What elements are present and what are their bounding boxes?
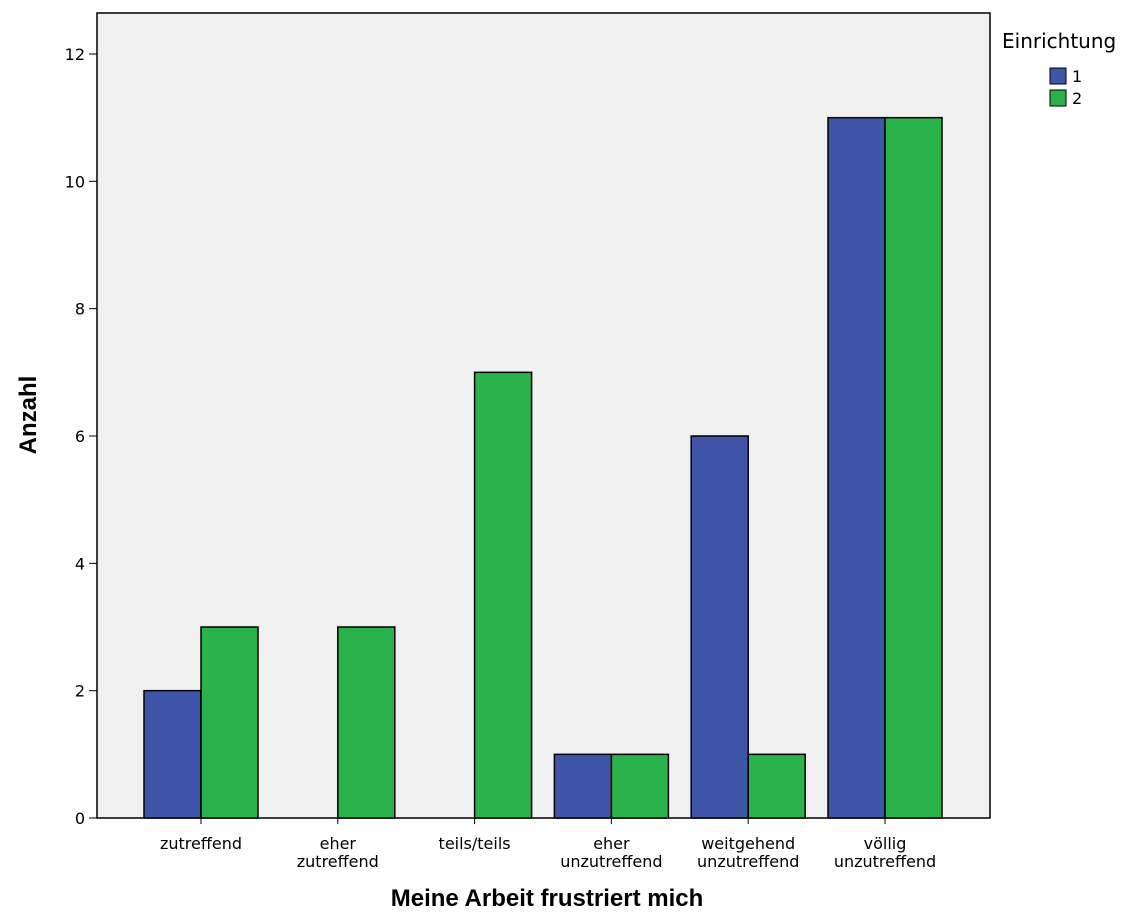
- bar-series-2-0: [200, 626, 259, 819]
- y-axis: 0 2 4 6 8 10 12: [65, 45, 97, 828]
- y-tick-label: 10: [65, 172, 85, 191]
- legend: Einrichtung 1 2: [1002, 29, 1116, 108]
- bar-series-2-5: [884, 116, 943, 819]
- x-axis: zutreffend eher zutreffend teils/teils eher u…: [160, 818, 936, 871]
- bar-series-2-1: [337, 626, 396, 819]
- y-tick-label: 4: [75, 554, 85, 573]
- legend-swatch-2: [1049, 89, 1067, 107]
- y-tick-label: 0: [75, 809, 85, 828]
- bar-series-1-5: [827, 116, 886, 819]
- x-tick-label: weitgehend unzutreffend: [697, 834, 799, 871]
- x-tick-label: zutreffend: [160, 834, 242, 853]
- y-tick-label: 8: [75, 300, 85, 319]
- x-tick-label: eher unzutreffend: [560, 834, 662, 871]
- y-tick-label: 6: [75, 427, 85, 446]
- legend-label-2: 2: [1072, 89, 1082, 108]
- legend-label-1: 1: [1072, 67, 1082, 86]
- bar-series-1-4: [690, 435, 749, 819]
- bar-series-2-4: [747, 753, 806, 819]
- legend-title: Einrichtung: [1002, 29, 1116, 53]
- bar-series-1-3: [553, 753, 613, 819]
- legend-swatch-1: [1049, 67, 1067, 85]
- bar-series: [143, 116, 943, 819]
- x-axis-title: Meine Arbeit frustriert mich: [391, 885, 704, 912]
- y-tick-label: 2: [75, 682, 85, 701]
- y-axis-title: Anzahl: [15, 376, 42, 455]
- x-tick-label: teils/teils: [439, 834, 511, 853]
- bar-series-2-2: [473, 371, 533, 819]
- bar-series-1-0: [143, 689, 202, 819]
- x-tick-label: völlig unzutreffend: [834, 834, 936, 871]
- bar-series-2-3: [610, 753, 670, 819]
- x-tick-label: eher zutreffend: [297, 834, 379, 871]
- y-tick-label: 12: [65, 45, 85, 64]
